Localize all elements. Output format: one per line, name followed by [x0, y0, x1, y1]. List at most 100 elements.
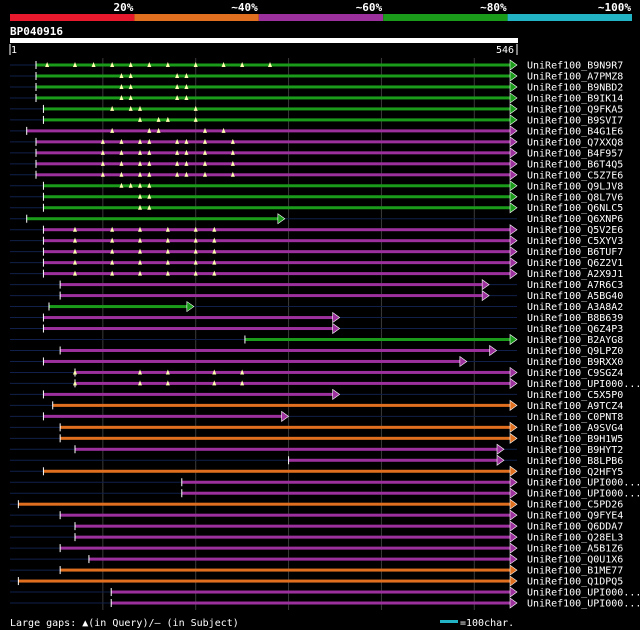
hit-bar[interactable]	[75, 370, 511, 374]
hit-bar[interactable]	[75, 535, 511, 539]
hit-label[interactable]: UniRef100_C5XYV3	[527, 236, 623, 247]
hit-label[interactable]: UniRef100_Q0U1X6	[527, 555, 623, 566]
hit-row[interactable]: UniRef100_C5XYV3	[10, 235, 623, 248]
hit-row[interactable]: UniRef100_B9NBD2	[10, 81, 623, 94]
hit-label[interactable]: UniRef100_A3A8A2	[527, 302, 623, 313]
hit-bar[interactable]	[26, 129, 511, 133]
hit-bar[interactable]	[181, 491, 512, 495]
hit-bar[interactable]	[60, 513, 512, 517]
hit-label[interactable]: UniRef100_C5PD26	[527, 500, 623, 511]
hit-bar[interactable]	[26, 217, 279, 221]
hit-bar[interactable]	[43, 118, 512, 122]
hit-bar[interactable]	[43, 469, 512, 473]
hit-label[interactable]: UniRef100_C9SGZ4	[527, 368, 623, 379]
hit-bar[interactable]	[43, 316, 334, 320]
hit-bar[interactable]	[36, 173, 511, 177]
hit-label[interactable]: UniRef100_UPI000...	[527, 599, 640, 610]
hit-bar[interactable]	[43, 414, 283, 418]
hit-bar[interactable]	[43, 228, 512, 232]
hit-bar[interactable]	[244, 338, 511, 341]
hit-bar[interactable]	[60, 348, 491, 352]
hit-label[interactable]: UniRef100_Q9LPZ0	[527, 346, 623, 357]
hit-row[interactable]: UniRef100_UPI000...	[10, 586, 640, 599]
hit-label[interactable]: UniRef100_A7R6C3	[527, 280, 623, 291]
hit-label[interactable]: UniRef100_Q8L7V6	[527, 192, 623, 203]
hit-label[interactable]: UniRef100_A7PMZ8	[527, 71, 623, 82]
hit-label[interactable]: UniRef100_UPI000...	[527, 588, 640, 599]
hit-row[interactable]: UniRef100_B6T4Q5	[10, 158, 623, 171]
hit-bar[interactable]	[60, 546, 512, 550]
hit-bar[interactable]	[43, 250, 512, 254]
hit-label[interactable]: UniRef100_Q7XXQ8	[527, 137, 623, 148]
hit-row[interactable]: UniRef100_Q6Z2V1	[10, 257, 623, 270]
hit-label[interactable]: UniRef100_Q6NLC5	[527, 203, 623, 214]
hit-bar[interactable]	[18, 579, 511, 583]
hit-row[interactable]: UniRef100_Q9LPZ0	[10, 344, 623, 357]
hit-row[interactable]: UniRef100_Q2HFY5	[10, 465, 623, 478]
hit-bar[interactable]	[288, 458, 498, 462]
hit-bar[interactable]	[43, 359, 461, 363]
hit-bar[interactable]	[75, 524, 511, 528]
hit-bar[interactable]	[111, 590, 511, 594]
hit-label[interactable]: UniRef100_B1ME77	[527, 566, 623, 577]
hit-row[interactable]: UniRef100_B2AYG8	[10, 333, 623, 347]
hit-row[interactable]: UniRef100_UPI000...	[10, 597, 640, 610]
hit-bar[interactable]	[75, 381, 511, 385]
hit-row[interactable]: UniRef100_UPI000...	[10, 487, 640, 500]
hit-row[interactable]: UniRef100_B8LPB6	[10, 454, 623, 467]
hit-bar[interactable]	[43, 261, 512, 265]
hit-bar[interactable]	[43, 239, 512, 243]
hit-bar[interactable]	[36, 85, 511, 89]
hit-row[interactable]: UniRef100_Q6Z4P3	[10, 322, 623, 336]
hit-bar[interactable]	[18, 502, 511, 506]
hit-row[interactable]: UniRef100_Q7XXQ8	[10, 136, 623, 149]
hit-bar[interactable]	[111, 601, 511, 605]
hit-row[interactable]: UniRef100_B1ME77	[10, 564, 623, 577]
hit-label[interactable]: UniRef100_B9SVI7	[527, 115, 623, 126]
hit-row[interactable]: UniRef100_C5PD26	[10, 498, 623, 511]
hit-label[interactable]: UniRef100_B6T4Q5	[527, 159, 623, 170]
hit-label[interactable]: UniRef100_Q9FYE4	[527, 511, 623, 522]
hit-label[interactable]: UniRef100_B9N9R7	[527, 61, 623, 72]
hit-row[interactable]: UniRef100_A9TCZ4	[10, 399, 623, 412]
hit-row[interactable]: UniRef100_A7R6C3	[10, 279, 623, 292]
hit-row[interactable]: UniRef100_A5B1Z6	[10, 542, 623, 555]
hit-label[interactable]: UniRef100_Q9LJV8	[527, 181, 623, 192]
hit-row[interactable]: UniRef100_B9H1W5	[10, 432, 623, 445]
hit-label[interactable]: UniRef100_B9H1W5	[527, 434, 623, 445]
hit-label[interactable]: UniRef100_Q6DDA7	[527, 522, 623, 533]
hit-row[interactable]: UniRef100_B9SVI7	[10, 114, 623, 127]
hit-row[interactable]: UniRef100_B4G1E6	[10, 125, 623, 138]
hit-row[interactable]: UniRef100_B8B639	[10, 311, 623, 325]
hit-label[interactable]: UniRef100_A2X9J1	[527, 269, 623, 280]
hit-label[interactable]: UniRef100_B4G1E6	[527, 126, 623, 137]
hit-row[interactable]: UniRef100_Q5V2E6	[10, 224, 623, 237]
hit-row[interactable]: UniRef100_C5X5P0	[10, 388, 623, 401]
hit-row[interactable]: UniRef100_Q1DPQ5	[10, 575, 623, 588]
hit-row[interactable]: UniRef100_B9N9R7	[10, 59, 623, 72]
hit-row[interactable]: UniRef100_B9IK14	[10, 92, 623, 105]
hit-label[interactable]: UniRef100_Q5V2E6	[527, 225, 623, 236]
hit-row[interactable]: UniRef100_B9HYT2	[10, 443, 623, 456]
hit-bar[interactable]	[36, 151, 511, 155]
hit-label[interactable]: UniRef100_A5BG40	[527, 291, 623, 302]
hit-row[interactable]: UniRef100_B4F957	[10, 147, 623, 160]
hit-bar[interactable]	[43, 327, 334, 331]
hit-row[interactable]: UniRef100_Q9FYE4	[10, 509, 623, 522]
hit-label[interactable]: UniRef100_UPI000...	[527, 478, 640, 489]
hit-bar[interactable]	[43, 392, 334, 396]
hit-bar[interactable]	[60, 294, 484, 298]
hit-label[interactable]: UniRef100_C5X5P0	[527, 390, 623, 401]
hit-bar[interactable]	[36, 96, 511, 100]
hit-row[interactable]: UniRef100_UPI000...	[10, 377, 640, 390]
hit-row[interactable]: UniRef100_Q9FKA5	[10, 103, 623, 116]
hit-bar[interactable]	[181, 480, 512, 484]
hit-row[interactable]: UniRef100_A2X9J1	[10, 268, 623, 281]
hit-label[interactable]: UniRef100_Q2HFY5	[527, 467, 623, 478]
hit-label[interactable]: UniRef100_B8B639	[527, 313, 623, 324]
hit-label[interactable]: UniRef100_Q1DPQ5	[527, 577, 623, 588]
hit-label[interactable]: UniRef100_A5B1Z6	[527, 544, 623, 555]
hit-bar[interactable]	[60, 283, 484, 287]
hit-bar[interactable]	[60, 436, 512, 440]
hit-row[interactable]: UniRef100_Q0U1X6	[10, 553, 623, 566]
